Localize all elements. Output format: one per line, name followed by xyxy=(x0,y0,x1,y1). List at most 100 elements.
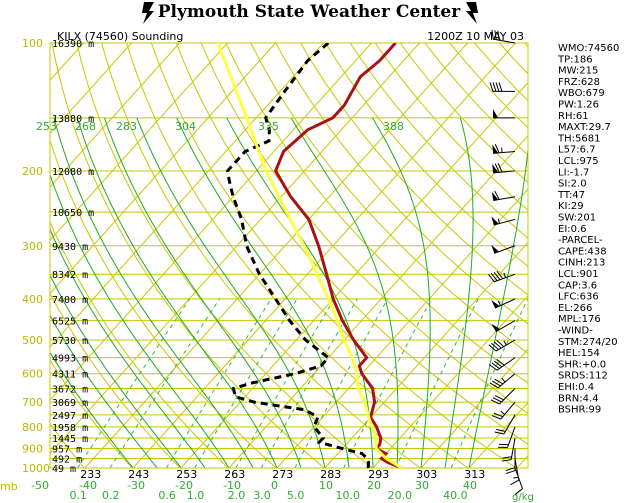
wind-barb xyxy=(491,298,516,309)
height-label: 957 m xyxy=(52,445,82,456)
wind-barb xyxy=(489,357,516,371)
dry-adiabat-line xyxy=(50,220,229,468)
plot-frame xyxy=(49,42,529,469)
theta-label: 303 xyxy=(416,468,437,481)
index-line: WBO:679 xyxy=(558,88,605,99)
station-label: KILX (74560) Sounding xyxy=(57,30,183,43)
moist-adiabat-line xyxy=(50,228,206,468)
index-line: EL:266 xyxy=(558,303,592,314)
wind-barb xyxy=(514,467,523,495)
dry-adiabat-line xyxy=(250,43,528,354)
pressure-tick-label: 500 xyxy=(22,334,43,347)
temp-tick-label: -30 xyxy=(127,479,145,492)
temp-tick-label: -20 xyxy=(175,479,193,492)
wind-barb xyxy=(491,216,516,226)
wind-barb xyxy=(489,373,516,389)
wind-barb xyxy=(501,437,516,462)
dry-adiabat-line xyxy=(424,43,528,156)
wind-barb xyxy=(492,143,516,154)
time-label: 1200Z 10 MAY 03 xyxy=(427,30,524,43)
mixing-ratio-line xyxy=(235,298,335,468)
index-line: HEL:154 xyxy=(558,348,600,359)
theta-label: 293 xyxy=(368,468,389,481)
mixing-ratio-line xyxy=(260,298,358,468)
mixing-ratio-label: 40.0 xyxy=(443,489,468,502)
height-label: 49 m xyxy=(52,464,76,475)
index-line: PW:1.26 xyxy=(558,100,599,111)
moist-adiabat-line xyxy=(103,117,302,468)
mixing-ratio-label: 0.1 xyxy=(69,489,87,502)
moist-adiabat-line xyxy=(50,173,230,468)
wind-barb xyxy=(493,108,515,119)
pressure-tick-label: 900 xyxy=(22,443,43,456)
temp-tick-label: 0 xyxy=(271,479,278,492)
wind-barb xyxy=(494,414,516,435)
moist-theta-label: 335 xyxy=(258,120,279,133)
dry-adiabat-line xyxy=(76,43,373,468)
wind-barb xyxy=(488,339,516,352)
temperature-trace xyxy=(273,43,403,468)
height-label: 1958 m xyxy=(52,423,88,434)
index-line: MPL:176 xyxy=(558,314,601,325)
dry-adiabat-line xyxy=(349,43,528,239)
temp-tick-label: -10 xyxy=(223,479,241,492)
isotherm-line xyxy=(84,43,468,468)
wind-barbs xyxy=(488,29,523,495)
index-line: WMO:74560 xyxy=(558,43,619,54)
moist-theta-label: 283 xyxy=(116,120,137,133)
moist-adiabat-line xyxy=(50,351,134,468)
theta-label: 253 xyxy=(176,468,197,481)
dry-adiabat-line xyxy=(51,43,325,468)
dry-adiabat-line xyxy=(50,422,85,468)
thunderbolt-icon xyxy=(466,2,478,24)
theta-label: 273 xyxy=(272,468,293,481)
index-line: KI:29 xyxy=(558,201,584,212)
moist-adiabat-line xyxy=(50,314,158,468)
pressure-tick-label: 400 xyxy=(22,293,43,306)
moist-adiabat-line xyxy=(50,273,182,468)
isotherm-line xyxy=(50,43,324,348)
height-label: 3069 m xyxy=(52,398,88,409)
dry-adiabat-line xyxy=(50,359,133,468)
dry-adiabat-line xyxy=(50,292,181,468)
height-label: 9430 m xyxy=(52,242,88,253)
height-label: 492 m xyxy=(52,455,82,466)
mixing-ratio-label: 0.6 xyxy=(158,489,176,502)
isotherm-line xyxy=(228,135,528,468)
index-line: SI:2.0 xyxy=(558,179,587,190)
index-line: BSHR:99 xyxy=(558,405,601,416)
index-line: SHR:+0.0 xyxy=(558,359,606,370)
moist-adiabat-line xyxy=(53,117,254,468)
dry-adiabat-line xyxy=(300,43,528,296)
index-line: RH:61 xyxy=(558,111,589,122)
wind-barb xyxy=(505,448,516,475)
pressure-tick-label: 100 xyxy=(22,37,43,50)
isotherm-line xyxy=(50,43,420,455)
wind-barb xyxy=(492,163,516,174)
moist-theta-label: 304 xyxy=(175,120,196,133)
index-line: LFC:636 xyxy=(558,292,599,303)
wind-barb xyxy=(491,190,516,202)
index-line: L57:6.7 xyxy=(558,145,596,156)
moist-theta-label: 388 xyxy=(383,120,404,133)
moist-adiabat-line xyxy=(468,144,528,468)
temp-tick-label: 30 xyxy=(415,479,429,492)
isotherm-line xyxy=(50,43,180,188)
index-line: TT:47 xyxy=(557,190,585,201)
index-line: LCL:975 xyxy=(558,156,599,167)
dry-adiabat-line xyxy=(325,43,528,268)
height-label: 6525 m xyxy=(52,317,88,328)
mixing-ratio-label: 3.0 xyxy=(253,489,271,502)
mixing-ratio-label: 20.0 xyxy=(388,489,413,502)
header: Plymouth State Weather Center xyxy=(142,2,478,24)
mixing-ratio-label: 10.0 xyxy=(335,489,360,502)
wind-barb xyxy=(491,244,516,254)
isotherm-line xyxy=(372,295,528,468)
height-label: 3672 m xyxy=(52,384,88,395)
wind-barb xyxy=(491,320,516,333)
isotherm-line xyxy=(468,401,528,468)
isotherm-line xyxy=(420,348,528,468)
temp-tick-label: 40 xyxy=(463,479,477,492)
index-line: LCL:901 xyxy=(558,269,599,280)
